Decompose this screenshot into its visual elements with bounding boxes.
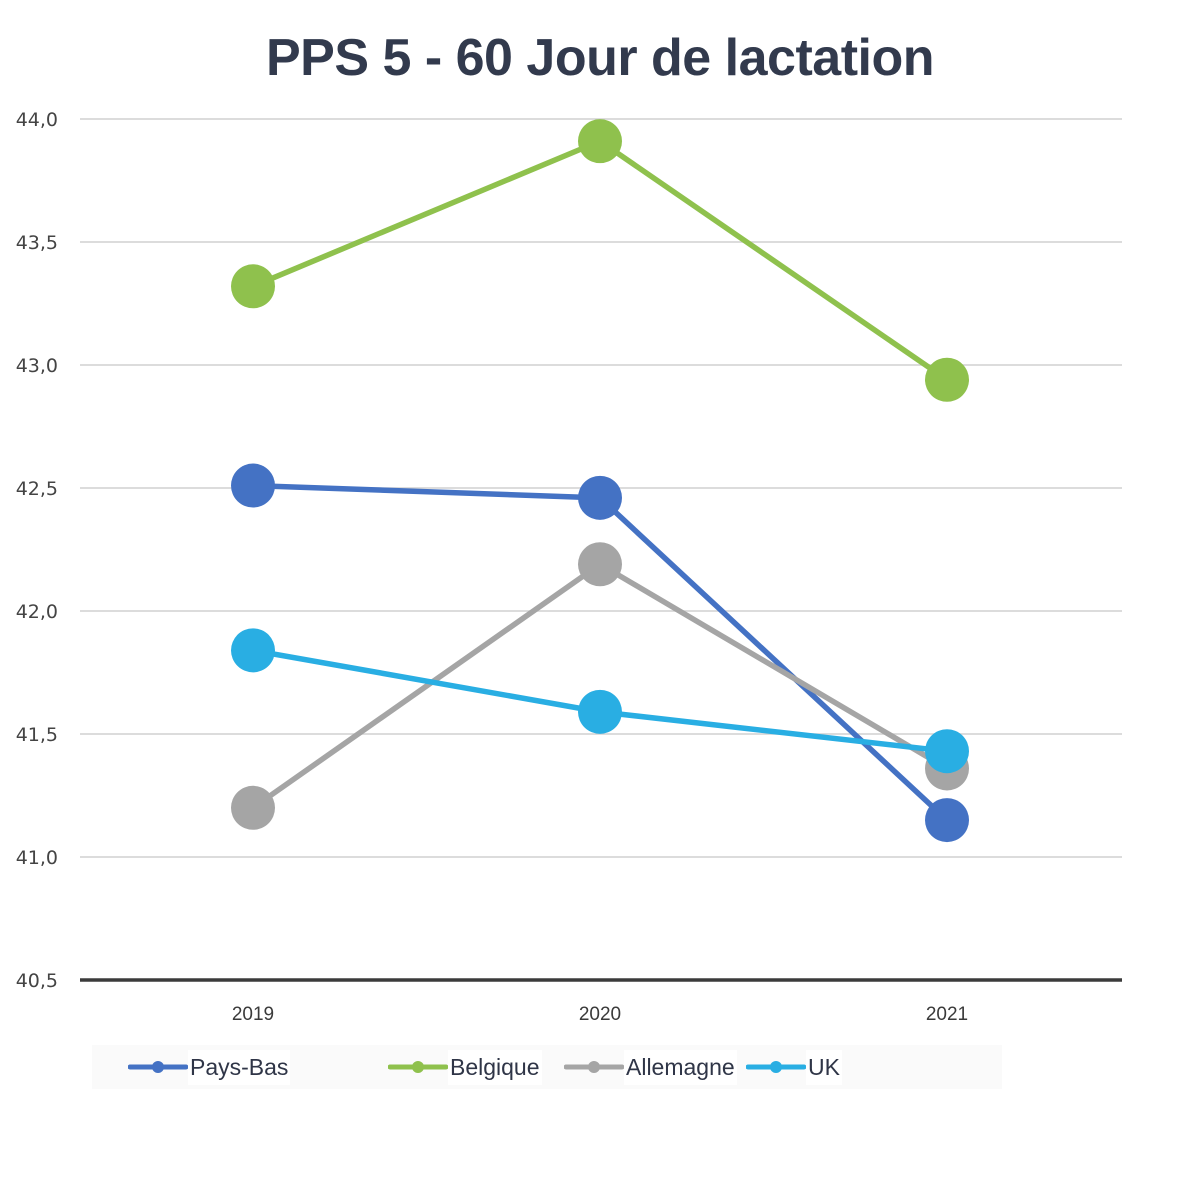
data-point[interactable]	[578, 475, 622, 520]
data-point[interactable]	[231, 628, 275, 673]
data-point[interactable]	[231, 785, 275, 830]
chart-title: PPS 5 - 60 Jour de lactation	[266, 29, 935, 87]
legend-marker-icon	[564, 1061, 624, 1073]
x-tick-label: 2019	[232, 1004, 274, 1025]
legend-item-belgique[interactable]: Belgique	[388, 1045, 542, 1089]
data-point[interactable]	[231, 264, 275, 309]
y-tick-label: 41,5	[16, 724, 58, 746]
series-line	[251, 138, 949, 383]
series-line	[251, 561, 949, 811]
y-tick-label: 40,5	[16, 970, 58, 992]
legend-item-uk[interactable]: UK	[746, 1045, 842, 1089]
legend-marker-icon	[388, 1061, 448, 1073]
data-point[interactable]	[578, 119, 622, 164]
legend: Pays-Bas Belgique Allemagne UK	[92, 1045, 1002, 1089]
y-tick-label: 43,0	[16, 355, 58, 377]
legend-marker-icon	[746, 1061, 806, 1073]
x-axis-ticks: 2019 2020 2021	[232, 1004, 968, 1025]
y-tick-label: 41,0	[16, 847, 58, 869]
y-axis-ticks: 44,0 43,5 43,0 42,5 42,0 41,5 41,0 40,5	[16, 109, 58, 992]
data-point[interactable]	[578, 689, 622, 734]
legend-label: Belgique	[448, 1049, 542, 1085]
legend-label: Allemagne	[624, 1049, 737, 1085]
data-point[interactable]	[925, 357, 969, 402]
y-tick-label: 42,5	[16, 478, 58, 500]
legend-label: Pays-Bas	[188, 1049, 291, 1085]
data-point[interactable]	[925, 798, 969, 843]
data-point[interactable]	[578, 542, 622, 587]
line-chart: 44,0 43,5 43,0 42,5 42,0 41,5 41,0 40,5 2019 202…	[16, 109, 1122, 1025]
x-tick-label: 2020	[579, 1004, 621, 1025]
series-allemagne	[231, 542, 969, 830]
series-pays-bas	[231, 463, 969, 843]
series-line	[252, 482, 949, 823]
y-tick-label: 42,0	[16, 601, 58, 623]
legend-label: UK	[806, 1049, 842, 1085]
legend-item-pays-bas[interactable]: Pays-Bas	[128, 1045, 291, 1089]
data-point[interactable]	[231, 463, 275, 508]
series-uk	[231, 628, 969, 774]
series-group	[231, 119, 969, 843]
y-tick-label: 44,0	[16, 109, 58, 131]
data-point[interactable]	[925, 729, 969, 774]
legend-item-allemagne[interactable]: Allemagne	[564, 1045, 737, 1089]
x-tick-label: 2021	[926, 1004, 968, 1025]
series-belgique	[231, 119, 969, 402]
legend-marker-icon	[128, 1061, 188, 1073]
y-tick-label: 43,5	[16, 232, 58, 254]
